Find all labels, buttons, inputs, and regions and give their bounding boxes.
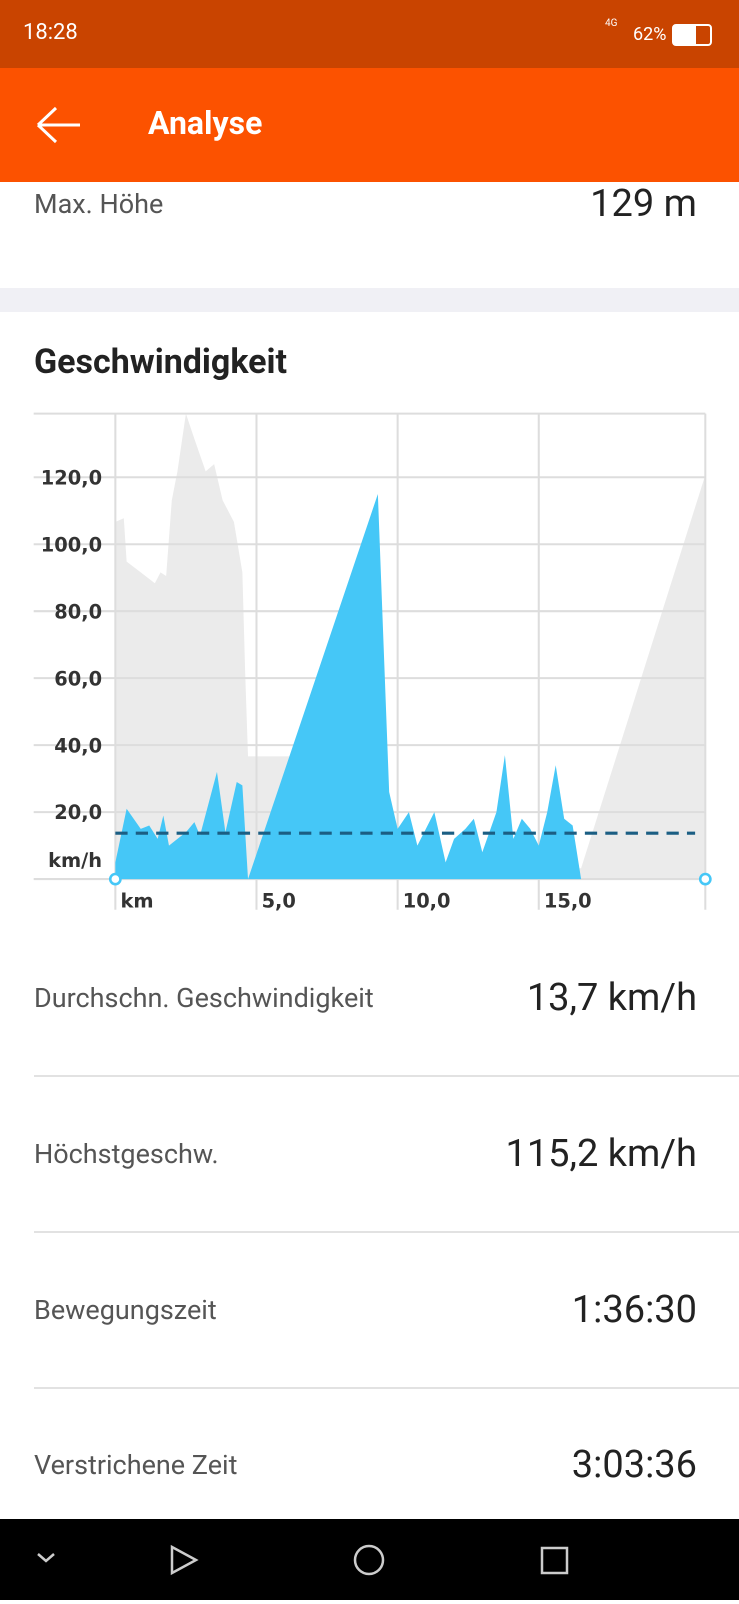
y-tick-label: 20,0 (54, 801, 102, 824)
battery-icon (672, 24, 712, 46)
x-tick-label: 15,0 (544, 890, 592, 913)
status-network: 4G (605, 18, 618, 29)
stat-value: 13,7 km/h (526, 976, 697, 1020)
chart-title: Geschwindigkeit (34, 342, 288, 382)
stat-value: 115,2 km/h (505, 1132, 697, 1176)
chart: 20,0 40,0 60,0 80,0 100,0 120,0 km 5,0 10,0 15,0 k… (33, 412, 712, 913)
section-gap (0, 288, 739, 312)
back-button[interactable] (34, 105, 82, 145)
status-time: 18:28 (23, 20, 78, 45)
y-tick-label: 40,0 (54, 734, 102, 757)
divider (34, 1387, 739, 1389)
app-title: Analyse (148, 104, 263, 142)
x-tick-label: 5,0 (262, 890, 296, 913)
range-handle (698, 872, 712, 886)
stat-label: Bewegungszeit (34, 1294, 217, 1326)
row-value: 129 m (590, 182, 697, 226)
app-bar: Analyse (0, 68, 739, 182)
stat-label: Durchschn. Geschwindigkeit (34, 982, 374, 1014)
stat-label: Verstrichene Zeit (34, 1449, 238, 1481)
row-label: Max. Höhe (34, 188, 164, 220)
stat-value: 1:36:30 (571, 1288, 697, 1332)
area (115, 493, 582, 880)
y-tick-label: 100,0 (41, 533, 102, 556)
y-tick-label: 60,0 (54, 667, 102, 690)
nav-icons (37, 1544, 569, 1576)
divider (34, 1075, 739, 1077)
divider (34, 1231, 739, 1233)
range-handle (108, 872, 122, 886)
y-tick-label: 120,0 (41, 466, 102, 489)
y-axis-label: km/h (48, 849, 102, 872)
status-bar: 18:28 4G 62% (0, 0, 739, 68)
area (115, 413, 706, 880)
x-tick-label: 10,0 (403, 890, 451, 913)
stat-label: Höchstgeschw. (34, 1138, 219, 1170)
x-tick-label: km (120, 890, 153, 913)
status-battery: 62% (633, 24, 667, 45)
y-tick-label: 80,0 (54, 600, 102, 623)
nav-bar (0, 1519, 739, 1600)
stat-value: 3:03:36 (571, 1443, 697, 1487)
